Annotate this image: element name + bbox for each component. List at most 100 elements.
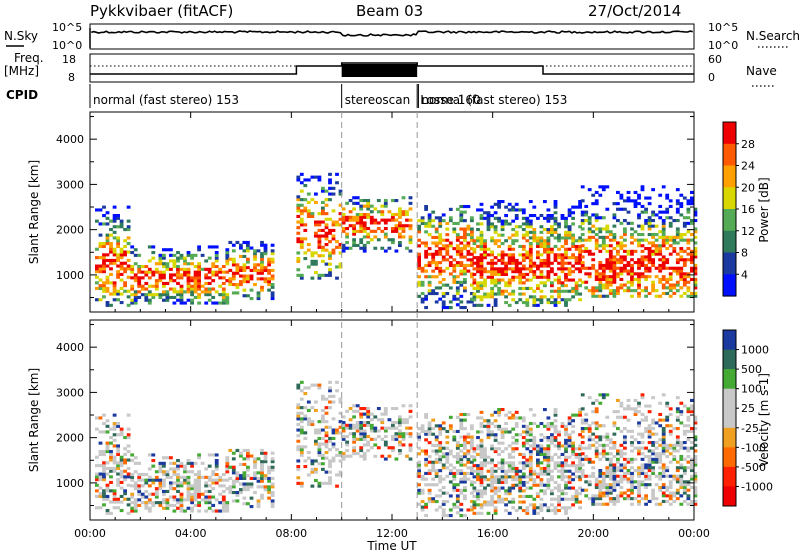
power-cell [668, 275, 673, 279]
power-cell [486, 211, 491, 215]
power-cell [497, 253, 501, 257]
velocity-cell [612, 446, 617, 450]
velocity-cell [525, 511, 530, 515]
power-cell [553, 228, 558, 232]
velocity-cell [693, 415, 698, 419]
velocity-cell [169, 495, 173, 499]
power-cell [321, 248, 325, 252]
power-cell [651, 249, 655, 253]
velocity-cell [525, 486, 530, 490]
velocity-cell [497, 427, 501, 431]
velocity-cell [165, 470, 170, 474]
power-cell [328, 268, 332, 272]
power-cell [369, 204, 374, 208]
velocity-cell [690, 477, 694, 481]
velocity-cell [690, 407, 694, 411]
velocity-cell [693, 435, 698, 439]
power-cell [242, 274, 247, 278]
velocity-cell [601, 491, 606, 495]
power-cell [543, 239, 547, 243]
velocity-cell [682, 499, 687, 503]
power-cell [448, 207, 453, 211]
power-cell [580, 263, 585, 267]
power-cell [267, 260, 271, 264]
power-cell [567, 208, 572, 212]
power-cell [331, 251, 336, 255]
velocity-cell [463, 446, 467, 450]
velocity-cell [420, 477, 425, 481]
velocity-cell [546, 480, 551, 484]
power-cell [580, 266, 585, 270]
velocity-cell [424, 413, 428, 417]
velocity-cell [211, 503, 216, 507]
power-cell [459, 294, 464, 298]
power-cell [675, 188, 680, 192]
date-title: 27/Oct/2014 [588, 2, 681, 20]
velocity-cell [263, 451, 268, 455]
power-cell [95, 267, 99, 271]
power-cell [98, 256, 103, 260]
power-cell [362, 235, 367, 239]
power-cell [528, 214, 533, 218]
velocity-cell [441, 486, 446, 490]
velocity-cell [539, 466, 544, 470]
velocity-cell [154, 501, 159, 505]
power-cell [207, 267, 212, 271]
velocity-cell [564, 441, 568, 445]
velocity-cell [408, 432, 413, 436]
velocity-cell [466, 508, 471, 512]
power-cell [557, 301, 561, 305]
power-cell [427, 275, 432, 279]
power-cell [328, 254, 332, 258]
power-cell [686, 241, 691, 245]
velocity-cell [448, 471, 453, 475]
power-cell [328, 181, 332, 185]
power-cell [605, 224, 610, 228]
power-cell [601, 188, 606, 192]
power-cell [321, 220, 325, 224]
power-cell [303, 209, 308, 213]
power-cell [661, 277, 666, 281]
velocity-cell [317, 445, 322, 449]
velocity-cell [434, 424, 439, 428]
power-cell [427, 263, 432, 267]
power-cell [116, 292, 120, 296]
velocity-cell [658, 455, 663, 459]
power-cell [637, 283, 641, 287]
velocity-cell [497, 494, 501, 498]
power-cell [345, 215, 349, 219]
power-cell [675, 272, 680, 276]
velocity-cell [612, 410, 617, 414]
velocity-cell [507, 430, 512, 434]
velocity-cell [668, 429, 673, 433]
velocity-cell [580, 488, 585, 492]
power-cell [154, 279, 159, 283]
velocity-cell [637, 469, 641, 473]
power-colorbar-tick-label: 12 [741, 225, 755, 238]
velocity-cell [376, 446, 381, 450]
velocity-cell [328, 459, 332, 463]
velocity-cell [571, 430, 575, 434]
velocity-cell [137, 475, 142, 479]
velocity-cell [608, 466, 613, 470]
velocity-cell [398, 415, 402, 419]
velocity-cell [644, 418, 648, 422]
power-cell [587, 230, 592, 234]
power-cell [564, 247, 568, 251]
power-cell [328, 271, 332, 275]
power-cell [571, 244, 575, 248]
power-cell [98, 233, 103, 237]
power-cell [539, 275, 544, 279]
power-cell [427, 252, 432, 256]
power-cell [564, 222, 568, 226]
velocity-cell [619, 491, 624, 495]
power-cell [511, 289, 516, 293]
power-cell [448, 244, 453, 248]
velocity-cell [493, 450, 498, 454]
power-cell [619, 269, 624, 273]
power-cell [186, 279, 191, 283]
velocity-cell [658, 471, 663, 475]
power-cell [253, 283, 257, 287]
velocity-cell [616, 449, 620, 453]
power-cell [387, 246, 392, 250]
